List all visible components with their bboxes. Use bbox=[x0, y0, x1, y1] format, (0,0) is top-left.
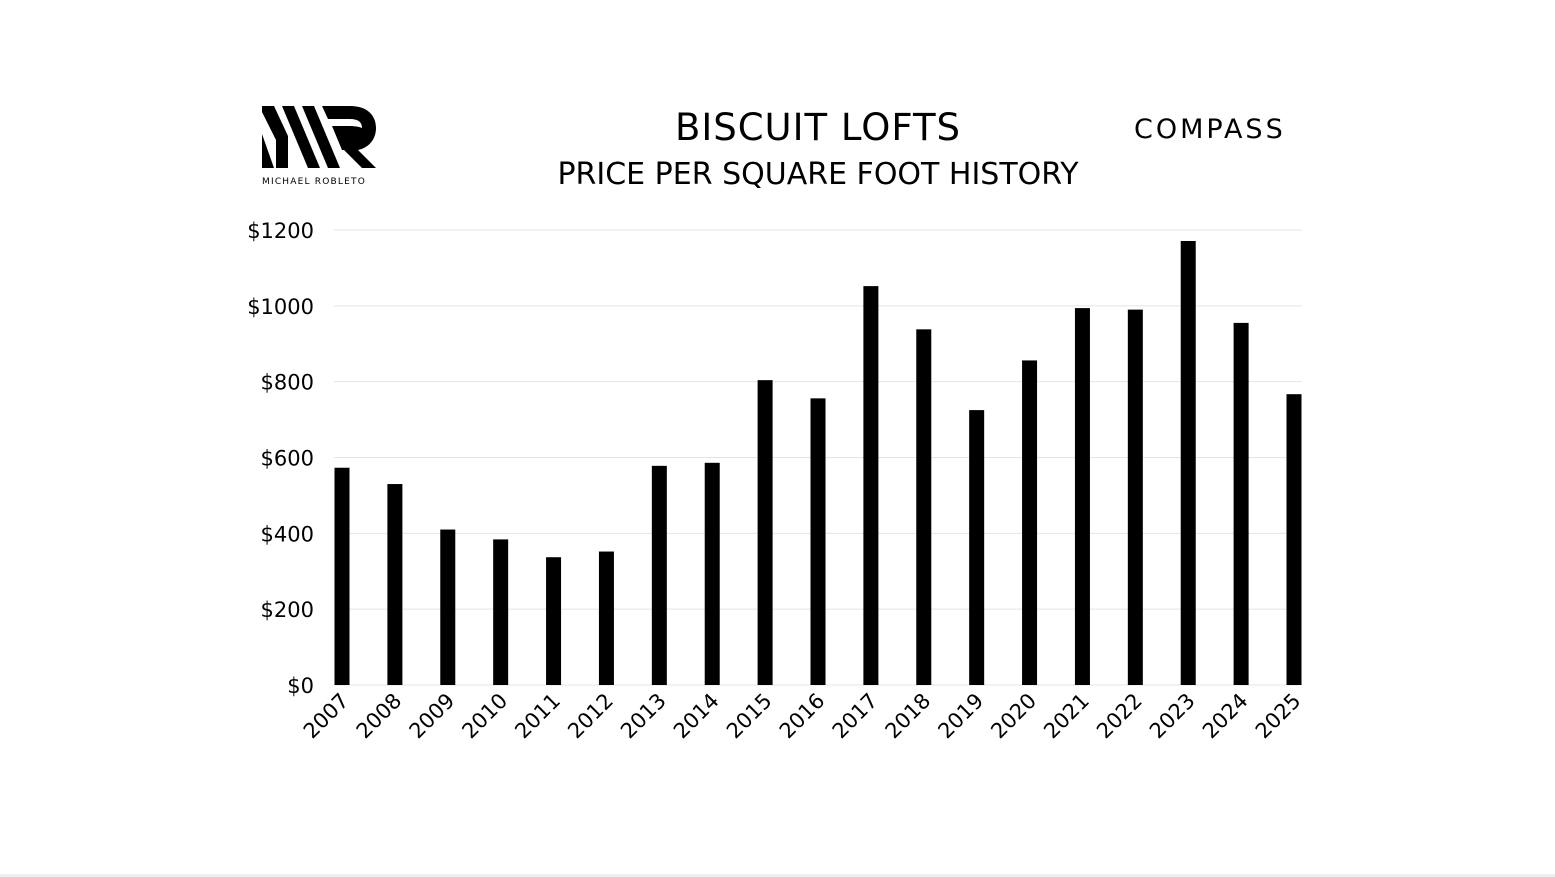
bar bbox=[1233, 322, 1249, 685]
x-tick-label: 2008 bbox=[352, 689, 407, 744]
x-tick-label: 2025 bbox=[1251, 689, 1306, 744]
chart-title: BISCUIT LOFTS bbox=[674, 106, 962, 149]
bar bbox=[704, 462, 720, 685]
y-tick-label: $200 bbox=[261, 598, 314, 622]
x-tick-label: 2021 bbox=[1039, 689, 1094, 744]
x-tick-label: 2012 bbox=[563, 689, 618, 744]
x-tick-label: 2016 bbox=[775, 689, 830, 744]
x-tick-label: 2011 bbox=[510, 689, 565, 744]
bar bbox=[1127, 309, 1143, 685]
y-tick-label: $800 bbox=[261, 371, 314, 395]
x-tick-label: 2023 bbox=[1145, 689, 1200, 744]
x-tick-label: 2022 bbox=[1092, 689, 1147, 744]
bar bbox=[334, 467, 350, 685]
x-axis-ticks: 2007200820092010201120122013201420152016… bbox=[299, 689, 1306, 744]
bar bbox=[810, 398, 826, 685]
compass-logo: COMPASS bbox=[1134, 114, 1286, 145]
y-tick-label: $400 bbox=[261, 522, 314, 546]
x-tick-label: 2020 bbox=[986, 689, 1041, 744]
bars bbox=[334, 240, 1302, 685]
x-tick-label: 2013 bbox=[616, 689, 671, 744]
bar bbox=[1074, 308, 1090, 685]
y-tick-label: $1000 bbox=[247, 295, 314, 319]
bar bbox=[598, 551, 614, 685]
x-tick-label: 2019 bbox=[933, 689, 988, 744]
bar bbox=[1180, 240, 1196, 685]
y-axis-ticks: $0 $200 $400 $600 $800 $1000 $1200 bbox=[247, 219, 314, 698]
x-tick-label: 2024 bbox=[1198, 689, 1253, 744]
bar bbox=[916, 329, 932, 685]
x-tick-label: 2017 bbox=[828, 689, 883, 744]
bar bbox=[387, 484, 403, 685]
x-tick-label: 2010 bbox=[457, 689, 512, 744]
bar bbox=[493, 539, 509, 685]
michael-robleto-logo: MICHAEL ROBLETO bbox=[262, 106, 378, 190]
y-tick-label: $1200 bbox=[247, 219, 314, 243]
bar bbox=[546, 557, 562, 685]
x-tick-label: 2018 bbox=[881, 689, 936, 744]
bar bbox=[440, 529, 456, 685]
bar bbox=[1022, 360, 1038, 685]
x-tick-label: 2014 bbox=[669, 689, 724, 744]
bar bbox=[1286, 394, 1302, 685]
y-tick-label: $0 bbox=[287, 674, 314, 698]
bar bbox=[651, 465, 667, 685]
bar bbox=[969, 410, 985, 685]
bottom-divider bbox=[0, 874, 1555, 877]
bar bbox=[757, 380, 773, 685]
x-tick-label: 2015 bbox=[722, 689, 777, 744]
chart-subtitle: PRICE PER SQUARE FOOT HISTORY bbox=[557, 157, 1079, 192]
mr-monogram-icon bbox=[262, 106, 376, 168]
y-tick-label: $600 bbox=[261, 447, 314, 471]
logo-caption: MICHAEL ROBLETO bbox=[262, 177, 366, 187]
bar bbox=[863, 286, 879, 685]
x-tick-label: 2009 bbox=[405, 689, 460, 744]
